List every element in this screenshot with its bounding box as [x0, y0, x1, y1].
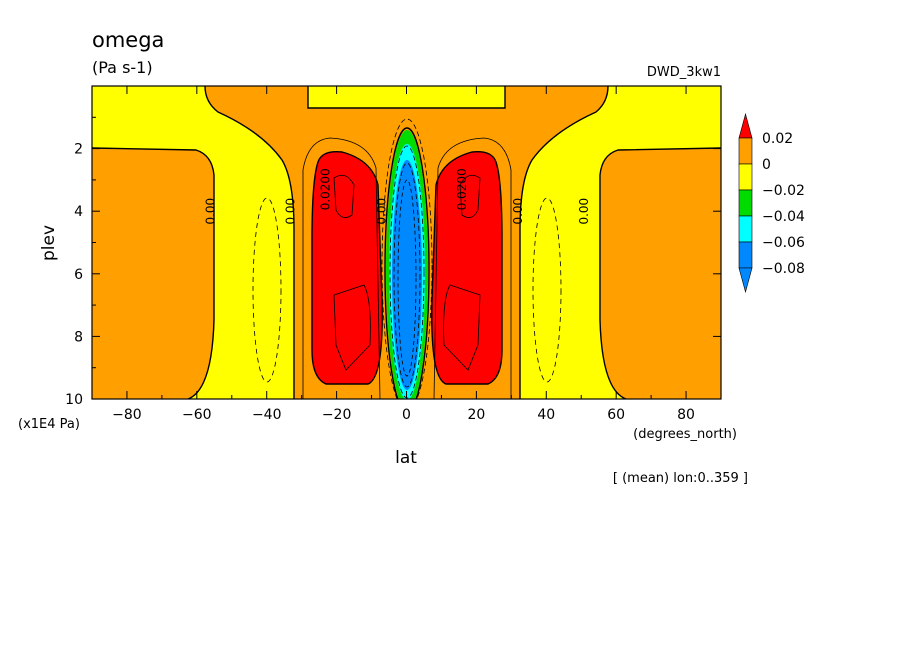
- colorbar-swatch: [738, 189, 753, 217]
- contour-label: 0.0200: [319, 168, 333, 210]
- x-tick-label: −20: [322, 407, 352, 423]
- colorbar-swatch: [738, 241, 753, 269]
- colorbar-swatch: [738, 215, 753, 243]
- fill-yellow-left-low: [92, 86, 294, 399]
- chart-title: omega: [92, 28, 164, 52]
- chart-units: (Pa s-1): [92, 58, 153, 77]
- contour-core-dashed-4: [397, 179, 417, 377]
- x-axis-label: lat: [395, 448, 417, 468]
- contour-max-left-low: [333, 284, 371, 371]
- contour-label: 0.00: [577, 198, 591, 225]
- dataset-label: DWD_3kw1: [647, 65, 721, 80]
- contour-core-outer: [384, 127, 430, 399]
- x-tick-label: −40: [252, 407, 282, 423]
- y-tick-label: 10: [65, 392, 83, 408]
- y-axis-ticks: 2 4 6 8 10: [65, 116, 721, 408]
- x-tick-label: −80: [112, 407, 142, 423]
- colorbar-label: −0.08: [762, 261, 805, 277]
- colorbar-bottom-arrow: [738, 267, 753, 294]
- x-tick-label: 20: [467, 407, 485, 423]
- x-axis-units: (degrees_north): [633, 427, 737, 442]
- x-tick-label: 60: [607, 407, 625, 423]
- contour-lines: [92, 86, 721, 399]
- colorbar-label: −0.06: [762, 235, 805, 251]
- contour-dashed-right: [532, 197, 562, 383]
- colorbar-label: −0.02: [762, 183, 805, 199]
- contour-dashed-left: [252, 197, 282, 383]
- contour-core-dashed-3: [393, 162, 421, 388]
- y-tick-label: 4: [74, 204, 83, 220]
- colorbar-label: 0: [762, 157, 771, 173]
- contour-zero-inner-left: [204, 86, 295, 399]
- contour-zero-right: [599, 147, 721, 399]
- colorbar-swatch: [738, 163, 753, 191]
- y-axis-label: plev: [39, 225, 59, 261]
- colorbar-top-arrow: [738, 112, 753, 139]
- contour-red-left: [311, 151, 383, 385]
- fill-red-right-cell: [431, 151, 502, 384]
- y-tick-label: 2: [74, 142, 83, 158]
- contour-0.01-right: [433, 137, 512, 399]
- x-tick-label: 40: [537, 407, 555, 423]
- fill-yellow-right-low: [520, 86, 721, 399]
- footnote: [ (mean) lon:0..359 ]: [613, 471, 748, 486]
- x-tick-label: 80: [677, 407, 695, 423]
- contour-zero-left: [92, 147, 215, 399]
- contour-zero-top: [307, 86, 506, 109]
- fill-orange-right-mid: [600, 148, 721, 399]
- fill-blue-core: [392, 160, 422, 390]
- colorbar-swatch: [738, 137, 753, 165]
- x-tick-label: 0: [402, 407, 411, 423]
- contour-label: 0.00: [203, 198, 217, 225]
- contour-label: 0.00: [284, 198, 298, 225]
- y-tick-label: 8: [74, 329, 83, 345]
- fill-red-left-cell: [312, 151, 383, 384]
- contour-max-right-top: [459, 174, 481, 218]
- contour-zero-inner-right: [519, 86, 609, 399]
- y-tick-label: 6: [74, 267, 83, 283]
- y-axis-units: (x1E4 Pa): [18, 417, 80, 432]
- contour-label: 0.00: [375, 198, 389, 225]
- contour-label: 0.0200: [455, 168, 469, 210]
- x-axis-ticks: −80 −60 −40 −20 0 20 40 60 80: [91, 86, 722, 423]
- contour-0.01-left: [302, 137, 381, 399]
- contour-labels: 0.00 0.00 0.0200 0.00 0.0200 0.00 0.00: [203, 168, 591, 224]
- contour-fill-field: [92, 86, 721, 399]
- x-tick-label: −60: [182, 407, 212, 423]
- contour-max-right-low: [443, 284, 481, 371]
- colorbar-label: 0.02: [762, 131, 793, 147]
- contour-core-dashed-1: [381, 118, 433, 399]
- contour-label: 0.00: [511, 198, 525, 225]
- fill-orange-left-mid: [92, 148, 214, 399]
- colorbar: 0.02 0 −0.02 −0.04 −0.06 −0.08: [738, 112, 805, 294]
- contour-max-left-top: [333, 174, 355, 218]
- contour-red-right: [431, 151, 503, 385]
- colorbar-label: −0.04: [762, 209, 805, 225]
